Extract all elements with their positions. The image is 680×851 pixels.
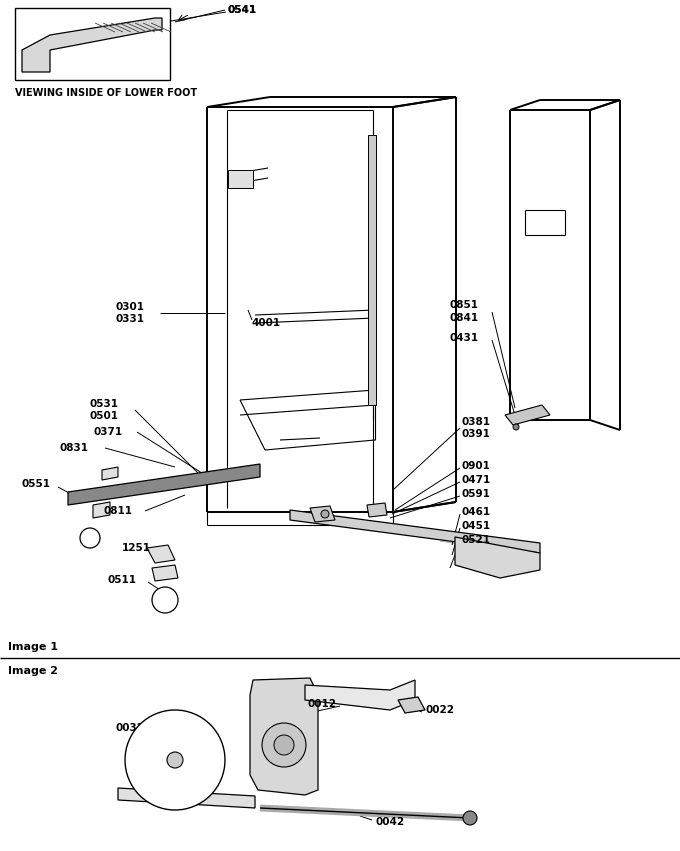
Text: 0831: 0831 bbox=[60, 443, 89, 453]
Circle shape bbox=[125, 710, 225, 810]
Text: 0471: 0471 bbox=[462, 475, 491, 485]
Text: 0381: 0381 bbox=[462, 417, 491, 427]
Text: 0531: 0531 bbox=[90, 399, 119, 409]
Text: 0301: 0301 bbox=[116, 302, 145, 312]
Text: 0811: 0811 bbox=[103, 506, 132, 516]
Text: 0391: 0391 bbox=[462, 429, 491, 439]
Text: 0431: 0431 bbox=[450, 333, 479, 343]
Circle shape bbox=[152, 587, 178, 613]
Polygon shape bbox=[68, 464, 260, 505]
Text: 0451: 0451 bbox=[462, 521, 491, 531]
Polygon shape bbox=[152, 565, 178, 581]
Polygon shape bbox=[93, 502, 110, 518]
Text: VIEWING INSIDE OF LOWER FOOT: VIEWING INSIDE OF LOWER FOOT bbox=[15, 88, 197, 98]
Polygon shape bbox=[505, 405, 550, 425]
Text: 4001: 4001 bbox=[252, 318, 281, 328]
Polygon shape bbox=[250, 678, 318, 795]
Text: 0541: 0541 bbox=[228, 5, 257, 15]
Circle shape bbox=[513, 424, 519, 430]
Text: 0012: 0012 bbox=[308, 699, 337, 709]
Polygon shape bbox=[398, 697, 425, 713]
Circle shape bbox=[167, 752, 183, 768]
Polygon shape bbox=[310, 506, 335, 522]
Polygon shape bbox=[22, 18, 162, 72]
Text: Image 1: Image 1 bbox=[8, 642, 58, 652]
Text: 0551: 0551 bbox=[22, 479, 51, 489]
Text: 0591: 0591 bbox=[462, 489, 491, 499]
Text: 0501: 0501 bbox=[90, 411, 119, 421]
Bar bbox=[368, 135, 376, 405]
Polygon shape bbox=[102, 467, 118, 480]
Text: 0022: 0022 bbox=[425, 705, 454, 715]
Text: 0851: 0851 bbox=[450, 300, 479, 310]
Text: 0331: 0331 bbox=[116, 314, 145, 324]
Bar bbox=[15, 8, 170, 80]
Text: 0461: 0461 bbox=[462, 507, 491, 517]
Polygon shape bbox=[367, 503, 387, 517]
Polygon shape bbox=[290, 510, 540, 553]
Text: Image 2: Image 2 bbox=[8, 666, 58, 676]
Text: 1251: 1251 bbox=[122, 543, 151, 553]
Text: 0541: 0541 bbox=[228, 5, 257, 15]
Polygon shape bbox=[118, 788, 255, 808]
Text: 0841: 0841 bbox=[450, 313, 479, 323]
Circle shape bbox=[262, 723, 306, 767]
Text: 0042: 0042 bbox=[375, 817, 404, 827]
Circle shape bbox=[321, 510, 329, 518]
Polygon shape bbox=[455, 537, 540, 578]
Polygon shape bbox=[147, 545, 175, 563]
Text: 0371: 0371 bbox=[93, 427, 122, 437]
Text: 0901: 0901 bbox=[462, 461, 491, 471]
Text: 0521: 0521 bbox=[462, 535, 491, 545]
Circle shape bbox=[463, 811, 477, 825]
Text: 0032: 0032 bbox=[115, 723, 144, 733]
Polygon shape bbox=[305, 680, 415, 710]
Text: 0511: 0511 bbox=[107, 575, 136, 585]
Circle shape bbox=[80, 528, 100, 548]
Circle shape bbox=[274, 735, 294, 755]
Bar bbox=[228, 170, 253, 188]
